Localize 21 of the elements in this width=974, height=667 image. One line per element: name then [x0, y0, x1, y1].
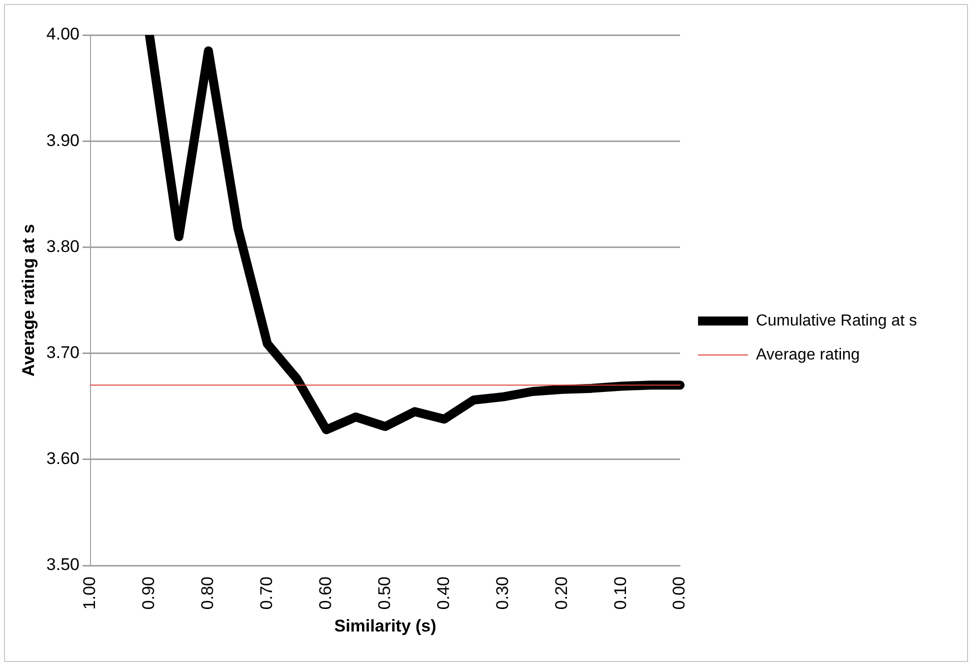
- y-axis-title: Average rating at s: [18, 224, 38, 376]
- x-tick-label: 0.40: [434, 576, 453, 610]
- y-tick-label: 3.70: [46, 342, 80, 362]
- x-tick-label: 1.00: [80, 576, 100, 610]
- x-tick-label: 0.60: [316, 576, 335, 610]
- legend-label: Cumulative Rating at s: [756, 312, 918, 330]
- x-axis-title: Similarity (s): [334, 616, 436, 636]
- x-tick-label: 0.90: [139, 576, 158, 610]
- y-tick-label: 4.00: [46, 24, 80, 44]
- legend-label: Average rating: [756, 346, 860, 364]
- x-tick-label: 0.30: [492, 576, 512, 610]
- x-tick-label: 0.70: [257, 576, 276, 610]
- y-tick-label: 3.80: [46, 236, 80, 256]
- x-tick-label: 0.50: [374, 576, 394, 610]
- x-tick-label: 0.00: [670, 576, 689, 610]
- x-tick-label: 0.80: [198, 576, 218, 610]
- x-tick-label: 0.10: [610, 576, 630, 610]
- y-tick-label: 3.90: [46, 130, 80, 150]
- y-tick-label: 3.60: [46, 449, 80, 468]
- y-tick-label: 3.50: [46, 555, 80, 574]
- x-tick-label: 0.20: [552, 576, 571, 610]
